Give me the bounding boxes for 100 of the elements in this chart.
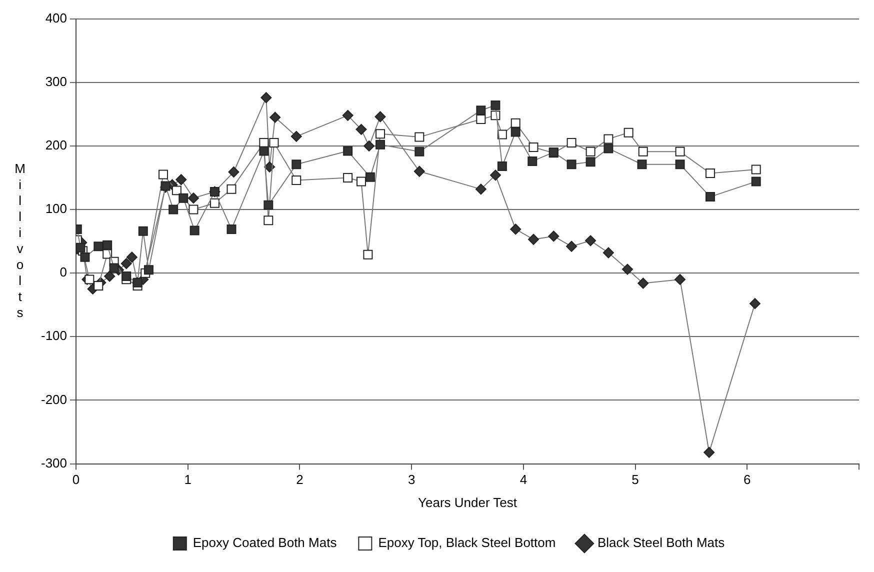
x-tick-label: 1	[184, 472, 192, 488]
x-tick-label: 4	[520, 472, 528, 488]
point	[188, 192, 199, 204]
point	[604, 134, 614, 144]
point	[226, 184, 236, 194]
point	[510, 127, 520, 137]
point	[264, 200, 274, 210]
x-tick-label: 0	[72, 472, 80, 488]
point	[376, 129, 386, 139]
point	[290, 130, 302, 142]
point	[228, 166, 240, 178]
point	[548, 230, 560, 242]
point	[292, 176, 302, 186]
point	[704, 446, 715, 458]
x-axis-title: Years Under Test	[418, 494, 518, 510]
point	[104, 270, 116, 282]
point	[356, 176, 366, 186]
point	[80, 252, 90, 262]
point	[178, 193, 188, 203]
point	[374, 111, 386, 122]
point	[510, 224, 522, 235]
point	[270, 112, 281, 123]
point	[363, 250, 373, 260]
point	[705, 168, 715, 178]
point	[102, 240, 112, 250]
y-tick-label: -100	[40, 328, 68, 344]
point	[604, 144, 614, 154]
point	[622, 264, 633, 275]
point	[490, 100, 500, 110]
text: Millivolts	[14, 160, 26, 320]
point	[497, 162, 507, 172]
point	[168, 204, 178, 214]
x-tick-label: 3	[408, 472, 416, 488]
point	[259, 146, 269, 156]
y-tick-label: 100	[45, 201, 68, 216]
point	[602, 247, 614, 258]
point	[638, 146, 648, 156]
y-tick-label: -200	[40, 392, 68, 407]
point	[566, 240, 578, 252]
point	[705, 192, 715, 202]
point	[122, 272, 132, 282]
point	[751, 164, 761, 174]
point	[675, 146, 685, 156]
point	[528, 156, 538, 166]
point	[109, 263, 119, 273]
point	[586, 146, 596, 156]
point	[490, 170, 501, 181]
point	[476, 114, 486, 124]
point	[675, 160, 685, 170]
point	[510, 118, 520, 128]
point	[188, 204, 198, 214]
point	[365, 172, 375, 182]
point	[343, 172, 353, 182]
point	[414, 132, 424, 142]
point	[528, 234, 540, 245]
point	[76, 242, 86, 252]
point	[749, 298, 760, 310]
y-tick-label: 400	[45, 10, 68, 26]
point	[94, 242, 104, 252]
point	[637, 160, 647, 170]
point	[126, 252, 138, 263]
point	[84, 274, 94, 284]
legend-label: Epoxy Top, Black Steel Bottom	[378, 535, 556, 550]
point	[259, 138, 269, 148]
point	[269, 138, 279, 148]
point	[566, 138, 576, 148]
point	[343, 146, 353, 156]
point	[414, 146, 424, 156]
point	[586, 157, 596, 167]
point	[292, 160, 302, 170]
point	[176, 174, 187, 186]
point	[376, 140, 386, 150]
point	[528, 142, 538, 152]
point	[210, 186, 220, 196]
point	[158, 170, 168, 180]
legend-label: Epoxy Coated Both Mats	[192, 535, 338, 550]
point	[190, 226, 200, 236]
point	[638, 278, 649, 289]
point	[585, 235, 596, 246]
y-tick-label: 300	[45, 74, 68, 89]
point	[132, 278, 142, 288]
point	[342, 110, 354, 121]
x-tick-label: 2	[296, 472, 304, 488]
point	[364, 140, 375, 152]
point	[414, 166, 425, 177]
point	[94, 281, 104, 291]
point	[210, 198, 220, 208]
legend-label: Black Steel Both Mats	[597, 535, 726, 550]
point	[120, 258, 132, 270]
x-tick-label: 5	[632, 472, 639, 488]
point	[356, 124, 367, 135]
y-tick-label: 200	[45, 138, 68, 153]
point	[144, 265, 154, 275]
x-tick-label: 6	[744, 472, 751, 488]
point	[624, 128, 634, 138]
point	[566, 160, 576, 170]
point	[264, 216, 274, 226]
point	[226, 224, 236, 234]
point	[476, 106, 486, 116]
y-tick-label: -300	[40, 455, 68, 470]
